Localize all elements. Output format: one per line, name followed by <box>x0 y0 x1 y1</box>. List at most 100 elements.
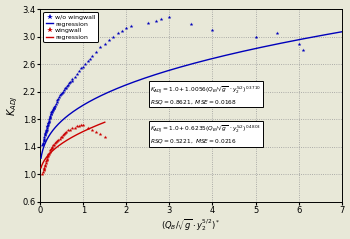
w/o wingwall <box>56 95 62 99</box>
wingwall <box>42 163 48 167</box>
w/o wingwall <box>63 86 69 90</box>
w/o wingwall <box>42 135 47 138</box>
wingwall <box>93 130 99 134</box>
w/o wingwall <box>55 98 60 102</box>
w/o wingwall <box>50 107 56 111</box>
w/o wingwall <box>60 90 65 94</box>
wingwall <box>85 126 90 130</box>
w/o wingwall <box>106 38 112 42</box>
w/o wingwall <box>49 110 55 114</box>
w/o wingwall <box>59 91 64 95</box>
w/o wingwall <box>65 83 71 87</box>
wingwall <box>45 154 51 158</box>
wingwall <box>62 131 68 135</box>
w/o wingwall <box>78 66 84 70</box>
wingwall <box>46 152 51 156</box>
w/o wingwall <box>48 113 54 116</box>
w/o wingwall <box>74 72 79 76</box>
w/o wingwall <box>62 86 68 90</box>
w/o wingwall <box>48 114 53 118</box>
w/o wingwall <box>52 103 58 107</box>
wingwall <box>47 150 52 154</box>
w/o wingwall <box>87 57 92 60</box>
wingwall <box>72 126 77 130</box>
w/o wingwall <box>41 138 47 142</box>
w/o wingwall <box>274 31 280 35</box>
wingwall <box>65 128 71 132</box>
w/o wingwall <box>41 139 47 143</box>
wingwall <box>89 128 95 131</box>
w/o wingwall <box>111 35 116 38</box>
w/o wingwall <box>61 88 66 92</box>
wingwall <box>102 135 107 138</box>
wingwall <box>53 140 59 144</box>
w/o wingwall <box>80 65 86 69</box>
w/o wingwall <box>43 129 49 133</box>
wingwall <box>55 139 60 142</box>
w/o wingwall <box>102 42 107 45</box>
wingwall <box>57 137 62 141</box>
w/o wingwall <box>145 21 150 25</box>
w/o wingwall <box>46 120 51 124</box>
wingwall <box>44 158 49 162</box>
w/o wingwall <box>98 45 103 49</box>
w/o wingwall <box>43 130 49 134</box>
w/o wingwall <box>68 80 73 84</box>
w/o wingwall <box>53 102 58 106</box>
w/o wingwall <box>296 42 301 45</box>
w/o wingwall <box>93 50 99 54</box>
wingwall <box>41 167 47 171</box>
w/o wingwall <box>76 69 82 73</box>
wingwall <box>51 143 57 147</box>
w/o wingwall <box>89 54 95 58</box>
wingwall <box>50 144 56 147</box>
wingwall <box>59 135 64 138</box>
w/o wingwall <box>55 97 61 101</box>
wingwall <box>80 123 86 127</box>
w/o wingwall <box>42 133 48 136</box>
Legend: w/o wingwall, regression, wingwall, regression: w/o wingwall, regression, wingwall, regr… <box>43 12 98 43</box>
wingwall <box>40 170 46 174</box>
w/o wingwall <box>40 142 46 146</box>
X-axis label: $(Q_B/\sqrt{g}\cdot y_2^{5/2})^*$: $(Q_B/\sqrt{g}\cdot y_2^{5/2})^*$ <box>161 218 221 234</box>
w/o wingwall <box>51 106 57 109</box>
wingwall <box>61 133 66 136</box>
w/o wingwall <box>154 20 159 23</box>
w/o wingwall <box>45 124 50 128</box>
w/o wingwall <box>70 77 75 81</box>
w/o wingwall <box>128 24 133 27</box>
w/o wingwall <box>44 126 50 130</box>
w/o wingwall <box>188 22 194 26</box>
w/o wingwall <box>47 115 53 119</box>
wingwall <box>42 164 48 168</box>
w/o wingwall <box>300 49 306 52</box>
wingwall <box>55 138 61 142</box>
w/o wingwall <box>42 137 47 141</box>
w/o wingwall <box>115 31 120 35</box>
w/o wingwall <box>43 128 49 131</box>
w/o wingwall <box>44 124 50 128</box>
w/o wingwall <box>40 141 46 145</box>
w/o wingwall <box>51 105 57 109</box>
Y-axis label: $K_{ADJ}$: $K_{ADJ}$ <box>6 95 20 116</box>
wingwall <box>48 147 54 151</box>
wingwall <box>98 133 103 136</box>
w/o wingwall <box>119 29 125 33</box>
wingwall <box>58 135 64 139</box>
w/o wingwall <box>253 35 258 38</box>
w/o wingwall <box>50 109 55 112</box>
w/o wingwall <box>51 106 56 110</box>
wingwall <box>40 173 45 176</box>
wingwall <box>49 146 55 149</box>
w/o wingwall <box>45 121 51 125</box>
wingwall <box>74 124 79 128</box>
wingwall <box>68 128 73 131</box>
w/o wingwall <box>167 15 172 19</box>
w/o wingwall <box>45 123 51 127</box>
w/o wingwall <box>85 60 90 63</box>
w/o wingwall <box>69 79 75 83</box>
wingwall <box>60 133 66 137</box>
w/o wingwall <box>48 112 54 116</box>
w/o wingwall <box>64 84 70 88</box>
w/o wingwall <box>210 28 215 32</box>
